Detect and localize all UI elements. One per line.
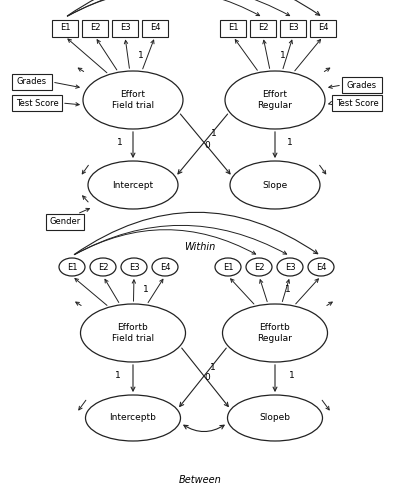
Text: 0: 0: [204, 373, 210, 382]
Ellipse shape: [227, 395, 323, 441]
Text: Interceptb: Interceptb: [110, 414, 156, 422]
Text: 1: 1: [138, 51, 144, 60]
FancyBboxPatch shape: [142, 20, 168, 36]
Text: E3: E3: [285, 262, 296, 272]
Text: 1: 1: [210, 363, 216, 372]
Text: Test Score: Test Score: [336, 98, 378, 108]
Ellipse shape: [308, 258, 334, 276]
Text: Within: Within: [184, 242, 216, 252]
Text: E2: E2: [90, 24, 100, 32]
Text: E1: E1: [228, 24, 238, 32]
Text: E1: E1: [60, 24, 70, 32]
Text: Gender: Gender: [49, 218, 81, 226]
Ellipse shape: [225, 71, 325, 129]
Text: E4: E4: [160, 262, 170, 272]
Text: 1: 1: [285, 285, 291, 294]
Text: 1: 1: [211, 130, 216, 138]
Text: 1: 1: [117, 138, 123, 147]
Ellipse shape: [59, 258, 85, 276]
FancyBboxPatch shape: [112, 20, 138, 36]
Text: Slope: Slope: [262, 180, 288, 190]
Ellipse shape: [121, 258, 147, 276]
FancyBboxPatch shape: [250, 20, 276, 36]
Text: E3: E3: [288, 24, 298, 32]
Text: E3: E3: [120, 24, 130, 32]
Ellipse shape: [277, 258, 303, 276]
Text: 1: 1: [287, 138, 293, 147]
Ellipse shape: [230, 161, 320, 209]
Text: Grades: Grades: [347, 80, 377, 90]
Text: E1: E1: [223, 262, 233, 272]
Ellipse shape: [80, 304, 186, 362]
Ellipse shape: [223, 304, 327, 362]
Text: E4: E4: [316, 262, 326, 272]
Text: E4: E4: [318, 24, 328, 32]
Text: E2: E2: [254, 262, 264, 272]
Text: Intercept: Intercept: [112, 180, 154, 190]
Text: Effortb
Field trial: Effortb Field trial: [112, 324, 154, 342]
FancyBboxPatch shape: [52, 20, 78, 36]
Text: Slopeb: Slopeb: [260, 414, 290, 422]
Text: Effort
Field trial: Effort Field trial: [112, 90, 154, 110]
FancyBboxPatch shape: [342, 77, 382, 93]
FancyBboxPatch shape: [12, 95, 62, 111]
Text: Effort
Regular: Effort Regular: [258, 90, 292, 110]
FancyBboxPatch shape: [46, 214, 84, 230]
Ellipse shape: [90, 258, 116, 276]
Text: 1: 1: [289, 372, 295, 380]
Text: Between: Between: [178, 475, 221, 485]
Text: 0: 0: [204, 141, 210, 150]
Ellipse shape: [83, 71, 183, 129]
Ellipse shape: [88, 161, 178, 209]
Text: Effortb
Regular: Effortb Regular: [258, 324, 292, 342]
Ellipse shape: [215, 258, 241, 276]
Text: E1: E1: [67, 262, 77, 272]
Ellipse shape: [152, 258, 178, 276]
Text: E2: E2: [98, 262, 108, 272]
Text: Test Score: Test Score: [16, 98, 58, 108]
FancyBboxPatch shape: [220, 20, 246, 36]
Ellipse shape: [85, 395, 180, 441]
FancyBboxPatch shape: [12, 74, 52, 90]
Text: E3: E3: [129, 262, 139, 272]
Text: E2: E2: [258, 24, 268, 32]
Text: 1: 1: [280, 51, 286, 60]
Text: Grades: Grades: [17, 78, 47, 86]
Text: E4: E4: [150, 24, 160, 32]
Text: 1: 1: [115, 372, 121, 380]
Ellipse shape: [246, 258, 272, 276]
FancyBboxPatch shape: [280, 20, 306, 36]
Text: 1: 1: [143, 285, 149, 294]
FancyBboxPatch shape: [310, 20, 336, 36]
FancyBboxPatch shape: [332, 95, 382, 111]
FancyBboxPatch shape: [82, 20, 108, 36]
